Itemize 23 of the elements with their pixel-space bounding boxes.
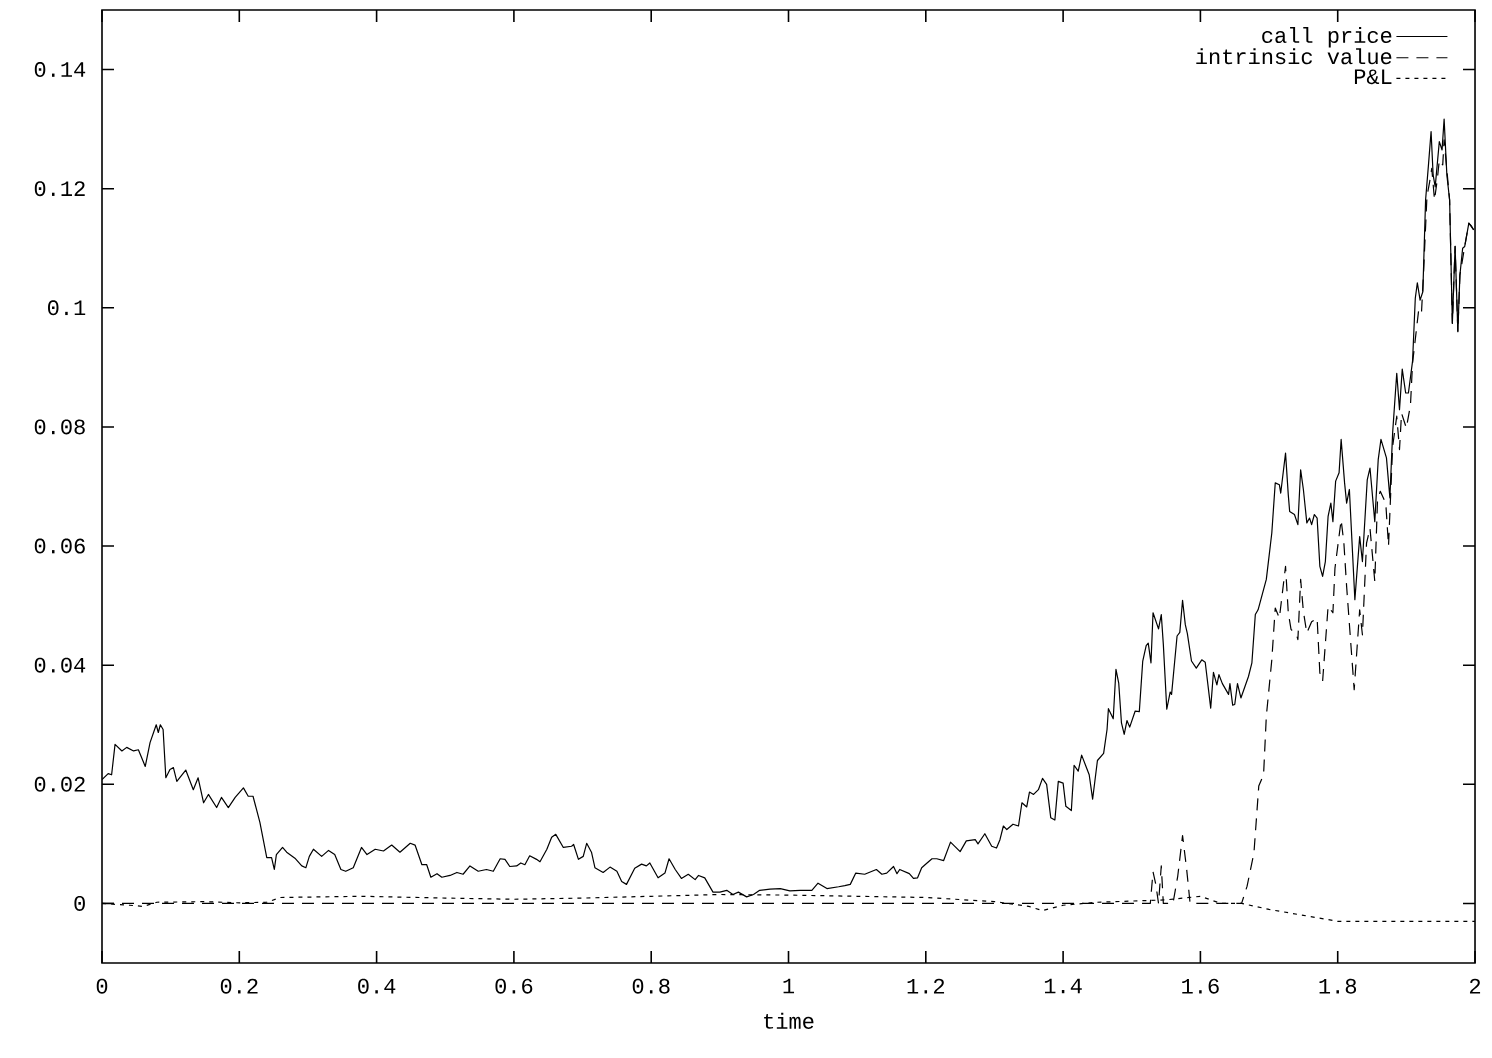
y-tick-label: 0.1 — [48, 300, 86, 316]
legend-label: call price — [1262, 26, 1392, 48]
x-tick-label: 2 — [1469, 978, 1481, 994]
x-tick-label: 1.8 — [1319, 978, 1357, 994]
y-tick-label: 0.06 — [34, 538, 85, 554]
x-axis-title: time — [764, 1012, 814, 1029]
x-tick-label: 0.6 — [495, 978, 533, 994]
x-tick-label: 1.4 — [1044, 978, 1082, 994]
y-tick-label: 0.08 — [34, 419, 85, 435]
x-tick-label: 1.2 — [907, 978, 945, 994]
x-tick-label: 0.8 — [632, 978, 670, 994]
x-tick-label: 1.6 — [1182, 978, 1219, 994]
legend-label: P&L — [1354, 69, 1392, 85]
legend-label: intrinsic value — [1196, 48, 1392, 65]
y-tick-label: 0.14 — [34, 62, 86, 78]
x-tick-label: 0.4 — [358, 978, 396, 994]
x-tick-label: 1 — [783, 978, 795, 994]
x-tick-label: 0.2 — [220, 978, 258, 994]
y-tick-label: 0.02 — [34, 776, 85, 792]
y-tick-label: 0 — [74, 895, 85, 911]
x-tick-label: 0 — [96, 978, 108, 994]
y-tick-label: 0.12 — [34, 181, 85, 197]
y-tick-label: 0.04 — [34, 657, 86, 673]
